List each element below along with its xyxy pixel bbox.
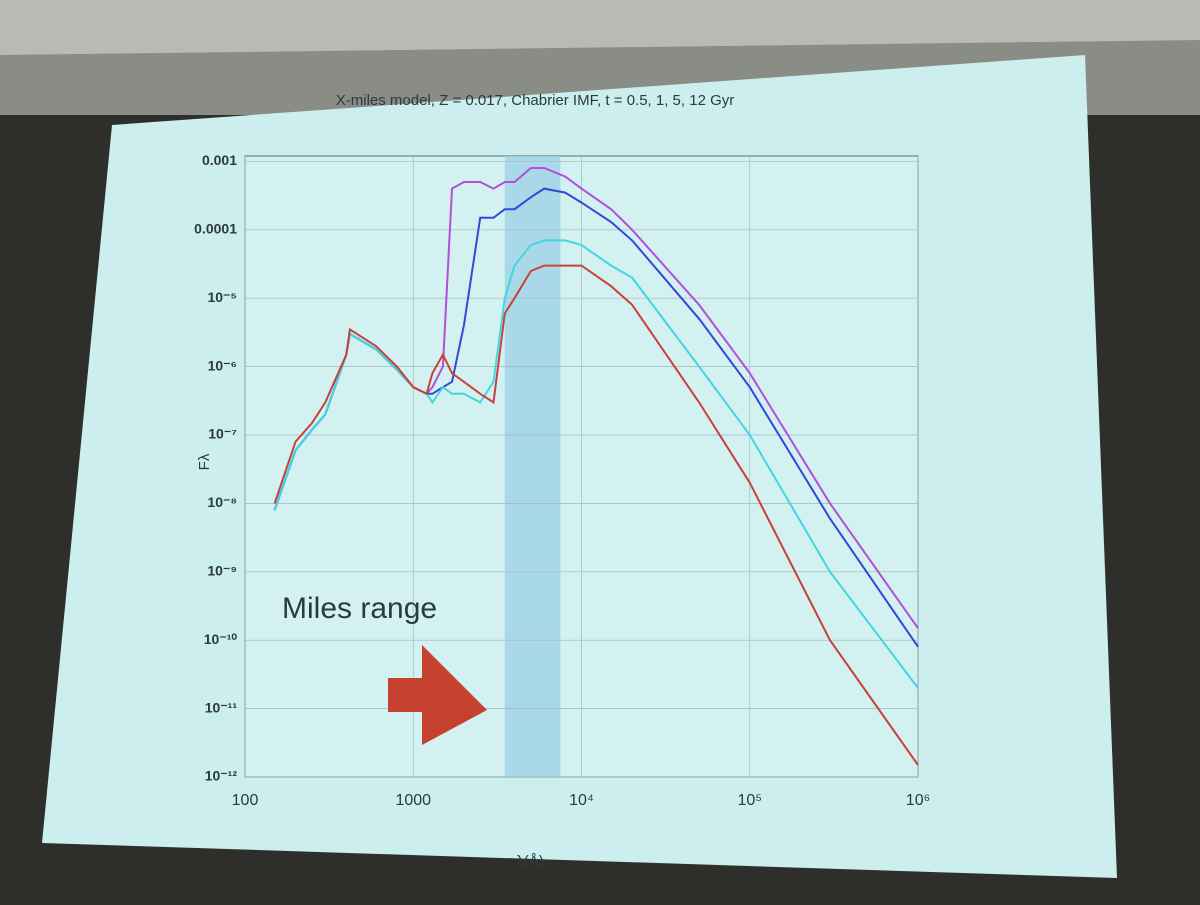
y-tick-label: 10⁻¹¹ — [205, 699, 238, 715]
y-tick-label: 10⁻⁶ — [208, 357, 237, 373]
series-line — [273, 264, 919, 766]
shaded-range — [504, 156, 561, 777]
y-tick-label: 10⁻⁹ — [207, 563, 237, 579]
annotation: Miles range — [282, 592, 437, 625]
y-axis-label: Fλ — [196, 453, 213, 470]
y-tick-label: 10⁻⁸ — [207, 494, 237, 510]
arrow — [388, 645, 487, 745]
y-tick-label: 10⁻⁵ — [207, 289, 237, 305]
y-tick-label: 10⁻¹² — [205, 768, 238, 784]
x-tick-label: 10⁵ — [738, 792, 762, 809]
ceiling — [0, 0, 1200, 55]
x-tick-label: 100 — [232, 792, 259, 809]
y-tick-label: 0.0001 — [194, 221, 237, 237]
y-tick-label: 10⁻⁷ — [208, 426, 237, 442]
x-axis-label: λ(Å) — [516, 853, 544, 870]
y-tick-label: 0.001 — [202, 152, 237, 168]
chart-title: X-miles model, Z = 0.017, Chabrier IMF, … — [336, 92, 735, 109]
y-tick-label: 10⁻¹⁰ — [204, 631, 238, 647]
x-tick-label: 1000 — [395, 792, 431, 809]
x-tick-label: 10⁶ — [906, 792, 930, 809]
x-tick-label: 10⁴ — [569, 792, 594, 809]
